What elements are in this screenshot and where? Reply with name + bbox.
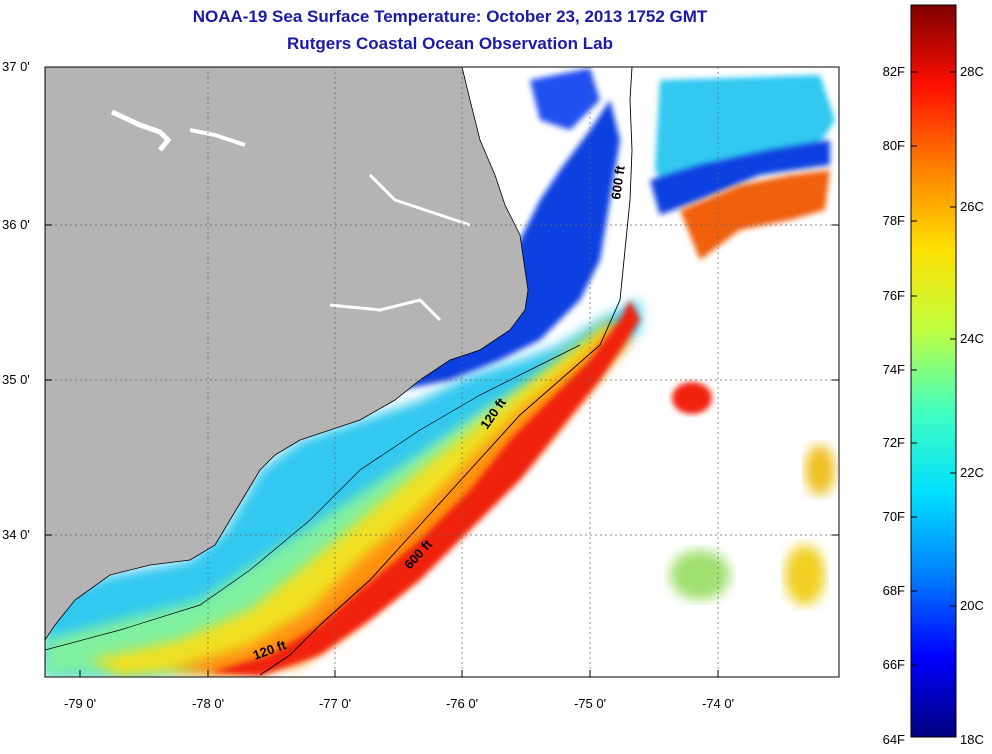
colorbar-label-c: 18C [960,732,984,747]
sst-offshore-mixed-patch [670,550,730,600]
colorbar-label-c: 28C [960,64,984,79]
map-subtitle: Rutgers Coastal Ocean Observation Lab [287,34,613,53]
sst-offshore-east-patch [805,445,835,495]
inland-lake-east [189,128,246,147]
sst-data-layer [45,67,835,676]
lon-label-77: -77 0' [319,696,351,711]
sst-green-band [45,330,620,676]
lon-label-76: -76 0' [446,696,478,711]
colorbar-label-c: 22C [960,465,984,480]
colorbar-label-c: 20C [960,598,984,613]
colorbar-label-f: 74F [883,362,905,377]
graticule [45,67,839,677]
ticks [45,66,839,677]
colorbar-label-f: 66F [883,657,905,672]
sst-cold-north-patch [530,68,600,130]
map-title: NOAA-19 Sea Surface Temperature: October… [192,7,708,26]
lon-label-75: -75 0' [574,696,606,711]
sst-yellow-band [90,320,620,676]
land-mass [45,67,529,641]
sound-inlet-albemarle [368,173,471,227]
sst-offshore-cold-filament [650,140,830,215]
lat-label-37: 37 0' [2,59,30,74]
lon-label-74: -74 0' [702,696,734,711]
map-border [44,66,840,678]
colorbar-label-c: 26C [960,199,984,214]
colorbar-label-f: 72F [883,435,905,450]
colorbar-label-f: 68F [883,583,905,598]
colorbar-label-f: 82F [883,64,905,79]
inland-lake-west [110,109,172,152]
colorbar-label-f: 80F [883,138,905,153]
sst-cool-coastal-band [45,300,640,676]
colorbar [910,4,957,738]
colorbar-label-c: 24C [960,331,984,346]
colorbar-label-f: 64F [883,732,905,747]
colorbar-label-f: 78F [883,213,905,228]
lat-label-36: 36 0' [2,217,30,232]
sst-offshore-warm-patch [680,170,830,260]
lat-label-35: 35 0' [2,372,30,387]
sst-offshore-yellow-patch [785,545,825,605]
colorbar-fahrenheit-ticks: 82F 80F 78F 76F 74F 72F 70F 68F 66F 64F [883,64,917,747]
sst-warm-eddy [672,382,712,414]
lon-label-78: -78 0' [192,696,224,711]
colorbar-celsius-ticks: 28C 26C 24C 22C 20C 18C [950,64,984,747]
lat-label-34: 34 0' [2,527,30,542]
isobath-label-north-600: 600 ft [608,164,628,200]
sst-cold-sound-water [380,100,620,390]
sound-inlet-pamlico [329,298,442,322]
lon-label-79: -79 0' [64,696,96,711]
colorbar-label-f: 70F [883,509,905,524]
colorbar-label-f: 76F [883,288,905,303]
